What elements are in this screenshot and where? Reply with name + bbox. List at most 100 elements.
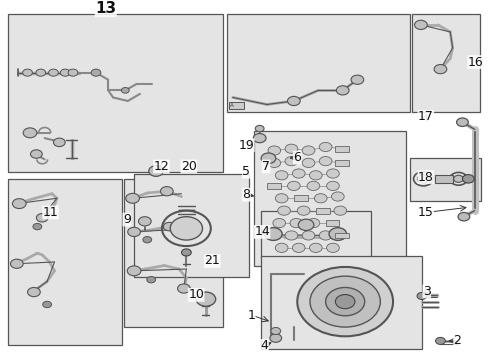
Text: 16: 16	[468, 55, 484, 68]
Text: 6: 6	[294, 151, 301, 164]
Circle shape	[268, 158, 281, 167]
Bar	[335, 233, 349, 238]
Circle shape	[163, 222, 175, 231]
Text: 15: 15	[418, 206, 434, 219]
Circle shape	[310, 276, 380, 327]
Circle shape	[127, 266, 141, 276]
Text: 8: 8	[243, 188, 250, 201]
Bar	[229, 102, 244, 109]
Text: 1: 1	[247, 309, 255, 321]
Circle shape	[126, 193, 140, 203]
Circle shape	[302, 146, 315, 155]
Circle shape	[285, 231, 298, 240]
Circle shape	[463, 175, 474, 183]
Circle shape	[415, 20, 427, 30]
Circle shape	[268, 231, 281, 240]
Circle shape	[30, 150, 42, 158]
Text: 19: 19	[239, 139, 254, 152]
Text: 21: 21	[204, 255, 220, 267]
Bar	[294, 195, 308, 201]
Circle shape	[275, 243, 288, 252]
Circle shape	[278, 206, 291, 215]
Circle shape	[160, 186, 173, 196]
Text: 14: 14	[254, 225, 270, 238]
Circle shape	[60, 69, 70, 76]
Circle shape	[297, 267, 393, 336]
Bar	[335, 146, 349, 152]
Text: 9: 9	[123, 213, 131, 226]
Circle shape	[53, 138, 65, 147]
Text: 17: 17	[418, 111, 434, 123]
Circle shape	[43, 301, 51, 308]
Circle shape	[27, 288, 40, 297]
Circle shape	[434, 64, 447, 74]
Circle shape	[331, 192, 344, 201]
Circle shape	[288, 96, 300, 105]
Circle shape	[10, 259, 23, 268]
Circle shape	[273, 219, 286, 228]
Text: 11: 11	[43, 206, 58, 219]
Circle shape	[290, 219, 303, 228]
Circle shape	[36, 213, 48, 222]
Circle shape	[297, 206, 310, 215]
Text: A: A	[230, 103, 234, 108]
Circle shape	[275, 194, 288, 203]
Circle shape	[293, 169, 305, 178]
Circle shape	[454, 175, 464, 183]
Bar	[134, 174, 249, 277]
Circle shape	[177, 284, 190, 293]
Circle shape	[33, 224, 42, 230]
Text: 12: 12	[153, 160, 170, 173]
Bar	[254, 131, 406, 266]
Circle shape	[149, 166, 163, 176]
Circle shape	[68, 69, 78, 76]
Circle shape	[315, 194, 327, 203]
Bar	[326, 220, 339, 226]
Circle shape	[122, 87, 129, 93]
Circle shape	[310, 243, 322, 252]
Circle shape	[49, 69, 58, 76]
Circle shape	[12, 199, 26, 208]
Circle shape	[329, 228, 346, 240]
Bar	[227, 14, 410, 112]
Circle shape	[23, 69, 32, 76]
Circle shape	[319, 231, 332, 240]
Circle shape	[271, 328, 281, 334]
Circle shape	[196, 292, 216, 306]
Text: 10: 10	[188, 288, 204, 301]
Circle shape	[128, 227, 141, 237]
Bar	[124, 179, 223, 328]
Circle shape	[319, 157, 332, 166]
Circle shape	[293, 243, 305, 252]
Circle shape	[288, 181, 300, 190]
Circle shape	[327, 169, 339, 178]
Bar	[267, 183, 281, 189]
Text: 4: 4	[261, 339, 269, 352]
Circle shape	[255, 125, 264, 132]
Circle shape	[335, 294, 355, 309]
Circle shape	[253, 134, 266, 143]
Circle shape	[417, 292, 427, 300]
Circle shape	[336, 86, 349, 95]
Text: 3: 3	[423, 285, 431, 298]
Circle shape	[351, 75, 364, 84]
Bar	[316, 208, 330, 213]
Circle shape	[36, 69, 46, 76]
Bar	[261, 211, 371, 258]
Text: 5: 5	[243, 165, 250, 178]
Text: 13: 13	[95, 1, 116, 17]
Bar	[8, 179, 122, 345]
Circle shape	[327, 243, 339, 252]
Circle shape	[91, 69, 101, 76]
Circle shape	[285, 144, 298, 153]
Circle shape	[275, 171, 288, 180]
Circle shape	[326, 288, 365, 316]
Circle shape	[307, 219, 320, 228]
Text: 7: 7	[262, 160, 270, 173]
Circle shape	[261, 153, 276, 163]
Circle shape	[436, 337, 445, 345]
Circle shape	[270, 334, 282, 342]
Circle shape	[147, 276, 156, 283]
Bar	[412, 14, 480, 112]
Circle shape	[139, 217, 151, 226]
